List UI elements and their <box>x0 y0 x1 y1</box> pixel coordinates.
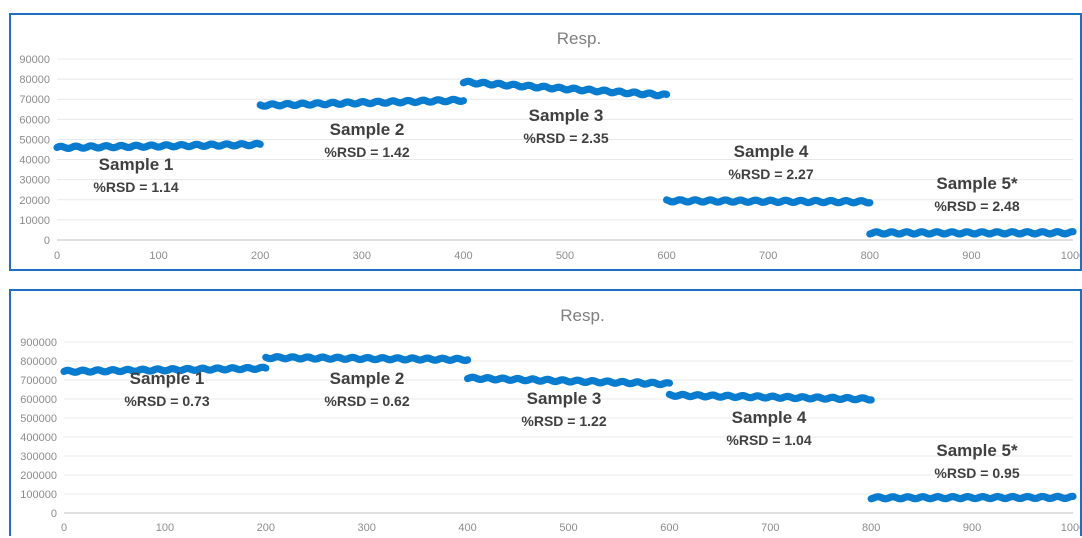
x-tick-label: 800 <box>862 522 880 534</box>
sample-label: Sample 3 <box>529 106 604 125</box>
y-tick-label: 500000 <box>20 413 57 425</box>
x-tick-label: 400 <box>454 250 472 262</box>
chart-panel-bottom: Resp. 0 100000 200000 300000 400000 500000 6000… <box>9 289 1082 536</box>
y-tick-label: 0 <box>44 235 50 247</box>
sample-label: Sample 5* <box>936 174 1018 193</box>
data-point <box>464 356 472 364</box>
x-tick-label: 800 <box>861 250 879 262</box>
x-tick-label: 100 <box>156 522 174 534</box>
data-point <box>262 364 270 372</box>
rsd-label: %RSD = 1.14 <box>93 179 178 195</box>
y-tick-label: 90000 <box>19 54 50 66</box>
x-tick-label: 500 <box>556 250 574 262</box>
data-point <box>1069 492 1077 500</box>
series-2-points <box>262 353 472 365</box>
y-tick-label: 50000 <box>19 134 50 146</box>
series-1-points <box>53 139 264 152</box>
y-tick-label: 10000 <box>19 215 50 227</box>
sample-label: Sample 1 <box>130 369 205 388</box>
data-point <box>866 199 874 207</box>
x-tick-label: 200 <box>251 250 269 262</box>
sample-label: Sample 5* <box>936 441 1018 460</box>
x-tick-label: 600 <box>660 522 678 534</box>
y-tick-label: 60000 <box>19 114 50 126</box>
y-tick-label: 30000 <box>19 175 50 187</box>
data-point <box>1069 228 1077 236</box>
y-tick-label: 600000 <box>20 394 57 406</box>
data-point <box>256 140 264 148</box>
data-point <box>663 90 671 99</box>
y-tick-label: 100000 <box>20 489 57 501</box>
x-tick-label: 700 <box>759 250 777 262</box>
sample-label: Sample 3 <box>527 389 602 408</box>
x-tick-label: 900 <box>962 250 980 262</box>
sample-label: Sample 4 <box>734 142 809 161</box>
x-tick-label: 0 <box>61 522 67 534</box>
y-tick-label: 40000 <box>19 155 50 167</box>
series-5-points <box>867 492 1077 503</box>
data-point <box>459 97 467 105</box>
series-1-points <box>60 363 270 376</box>
series-2-points <box>256 95 467 110</box>
rsd-label: %RSD = 1.22 <box>521 413 606 429</box>
x-tick-label: 0 <box>54 250 60 262</box>
x-tick-label: 400 <box>458 522 476 534</box>
y-tick-label: 200000 <box>20 470 57 482</box>
series-4-points <box>665 390 875 404</box>
y-tick-label: 800000 <box>20 356 57 368</box>
chart-title: Resp. <box>557 29 601 48</box>
x-tick-label: 700 <box>761 522 779 534</box>
sample-label: Sample 2 <box>330 369 405 388</box>
chart-top-svg: Resp.01000020000300004000050000600007000… <box>19 29 1080 262</box>
y-tick-label: 900000 <box>20 337 57 349</box>
x-tick-label: 1000 <box>1061 522 1080 534</box>
x-tick-label: 500 <box>559 522 577 534</box>
y-tick-label: 300000 <box>20 451 57 463</box>
y-tick-label: 400000 <box>20 432 57 444</box>
rsd-label: %RSD = 0.62 <box>324 393 409 409</box>
chart-bottom-svg: Resp.01000002000003000004000005000006000… <box>20 306 1080 534</box>
rsd-label: %RSD = 0.73 <box>124 393 209 409</box>
sample-label: Sample 2 <box>330 120 405 139</box>
rsd-label: %RSD = 2.35 <box>523 130 608 146</box>
rsd-label: %RSD = 2.48 <box>934 198 1019 214</box>
sample-label: Sample 4 <box>732 408 807 427</box>
rsd-label: %RSD = 1.04 <box>726 432 811 448</box>
y-tick-label: 700000 <box>20 375 57 387</box>
x-tick-label: 200 <box>257 522 275 534</box>
data-point <box>665 379 674 387</box>
rsd-label: %RSD = 2.27 <box>728 166 813 182</box>
series-3-points <box>464 373 674 389</box>
y-tick-label: 80000 <box>19 74 50 86</box>
x-tick-label: 1000 <box>1061 250 1080 262</box>
series-4-points <box>663 196 874 207</box>
rsd-label: %RSD = 1.42 <box>324 144 409 160</box>
data-point <box>867 396 875 404</box>
chart-panel-top: Resp. 0 10000 20000 30000 40000 50000 60000 7000… <box>9 13 1082 271</box>
x-tick-label: 300 <box>353 250 371 262</box>
x-tick-label: 300 <box>358 522 376 534</box>
chart-title: Resp. <box>560 306 604 325</box>
x-tick-label: 100 <box>149 250 167 262</box>
rsd-label: %RSD = 0.95 <box>934 465 1019 481</box>
x-tick-label: 600 <box>657 250 675 262</box>
series-5-points <box>866 228 1077 238</box>
y-tick-label: 20000 <box>19 195 50 207</box>
series-3-points <box>459 77 671 100</box>
x-tick-label: 900 <box>963 522 981 534</box>
sample-label: Sample 1 <box>99 155 174 174</box>
y-tick-label: 70000 <box>19 94 50 106</box>
y-tick-label: 0 <box>51 508 57 520</box>
